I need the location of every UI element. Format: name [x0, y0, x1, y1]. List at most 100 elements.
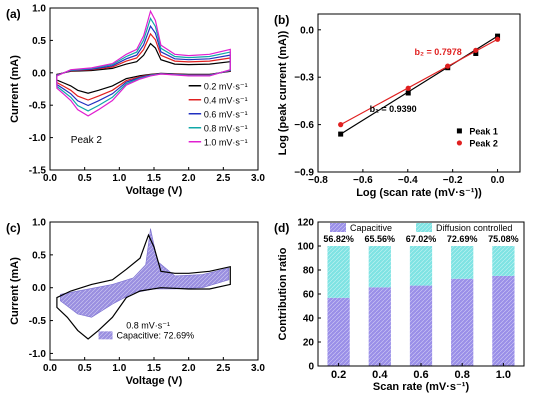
- legend-swatch-d: [416, 223, 432, 232]
- y-tick-label-b: −0.3: [294, 73, 314, 84]
- panel-label-c: (c): [6, 221, 21, 235]
- x-tick-label-c: 2.0: [182, 363, 196, 374]
- panel-label-b: (b): [274, 13, 289, 27]
- y-tick-label-d: 40: [303, 314, 315, 325]
- data-point-peak2: [473, 47, 479, 53]
- cv-outline: [56, 233, 231, 340]
- legend-label-a: 0.2 mV·s⁻¹: [204, 81, 248, 91]
- x-tick-label-d: 0.8: [455, 369, 470, 381]
- legend-label-b: Peak 2: [469, 138, 498, 148]
- cv-curve-4: [56, 9, 231, 117]
- y-tick-label-b: −0.9: [294, 168, 314, 179]
- legend-label-a: 0.4 mV·s⁻¹: [204, 95, 248, 105]
- x-tick-label-b: −0.2: [443, 175, 463, 186]
- x-tick-label-a: 2.0: [182, 173, 196, 184]
- annotation-peak1: Peak 1: [135, 0, 167, 3]
- y-tick-label-c: -1.0: [29, 349, 47, 360]
- x-tick-label-b: −0.4: [398, 175, 418, 186]
- y-tick-label-c: 0.0: [32, 283, 46, 294]
- x-tick-label-d: 0.6: [413, 369, 428, 381]
- x-axis-label-c: Voltage (V): [126, 375, 183, 387]
- x-tick-label-c: 0.0: [43, 363, 57, 374]
- data-point-peak1: [473, 51, 479, 56]
- x-tick-label-a: 0.5: [78, 173, 92, 184]
- y-tick-label-d: 60: [303, 290, 315, 301]
- y-tick-label-a: 1.0: [32, 4, 46, 15]
- legend-label-a: 0.8 mV·s⁻¹: [204, 123, 248, 133]
- y-tick-label-a: 0.5: [32, 36, 46, 47]
- y-tick-label-b: −0.6: [294, 120, 314, 131]
- data-point-peak2: [445, 63, 451, 69]
- fit-line-1: [340, 38, 498, 126]
- bar-data-label: 72.69%: [447, 234, 478, 244]
- y-tick-label-b: 0.0: [300, 25, 314, 36]
- bar-data-label: 56.82%: [323, 234, 354, 244]
- bar-diffusion: [368, 246, 391, 288]
- annotation-scan-rate: 0.8 mV·s⁻¹: [126, 320, 170, 330]
- x-axis-label-a: Voltage (V): [126, 185, 183, 197]
- legend-label-d: Capacitive: [350, 223, 392, 233]
- y-axis-label-a: Current (mA): [9, 55, 21, 123]
- capacitive-area: [60, 228, 230, 318]
- legend-label-b: Peak 1: [469, 126, 498, 136]
- y-tick-label-c: 1.0: [32, 218, 46, 229]
- legend-label-c: Capacitive: 72.69%: [117, 330, 195, 340]
- x-tick-label-a: 0.0: [43, 173, 57, 184]
- panel-label-a: (a): [6, 7, 21, 21]
- bar-diffusion: [409, 246, 433, 286]
- y-tick-label-d: 100: [297, 242, 314, 253]
- panel-label-d: (d): [274, 221, 289, 235]
- data-point-peak2: [405, 85, 411, 91]
- x-tick-label-d: 0.4: [372, 369, 388, 381]
- x-tick-label-c: 1.5: [147, 363, 161, 374]
- x-tick-label-b: −0.8: [308, 175, 328, 186]
- data-point-peak2: [338, 122, 344, 128]
- bar-capacitive: [492, 275, 515, 366]
- cv-curve-2: [56, 24, 231, 107]
- y-tick-label-c: -0.5: [29, 316, 47, 327]
- bar-capacitive: [451, 278, 474, 366]
- x-axis-label-b: Log (scan rate (mV·s⁻¹)): [356, 187, 482, 199]
- bar-diffusion: [492, 246, 515, 276]
- bar-diffusion: [327, 246, 350, 298]
- x-tick-label-a: 1.0: [112, 173, 126, 184]
- y-tick-label-d: 80: [303, 266, 315, 277]
- x-axis-label-d: Scan rate (mV·s⁻¹): [373, 381, 470, 393]
- x-tick-label-c: 2.5: [216, 363, 230, 374]
- bar-diffusion: [451, 246, 474, 279]
- y-axis-label-b: Log (peak current (mA)): [277, 30, 289, 155]
- y-tick-label-a: 0.0: [32, 68, 46, 79]
- y-tick-label-c: 0.5: [32, 250, 46, 261]
- y-tick-label-d: 0: [308, 362, 314, 373]
- x-tick-label-c: 0.5: [78, 363, 92, 374]
- x-tick-label-a: 1.5: [147, 173, 161, 184]
- bar-data-label: 67.02%: [406, 234, 437, 244]
- annotation-peak2: Peak 2: [71, 135, 103, 146]
- x-tick-label-c: 1.0: [112, 363, 126, 374]
- fit-label-b2: b₂ = 0.7978: [415, 47, 462, 57]
- x-tick-label-b: −0.6: [353, 175, 373, 186]
- y-tick-label-a: -1.5: [29, 166, 47, 177]
- y-axis-label-c: Current (mA): [9, 257, 21, 325]
- bar-capacitive: [409, 285, 433, 366]
- y-axis-label-d: Contribution ratio: [277, 247, 289, 340]
- y-tick-label-d: 120: [297, 218, 314, 229]
- data-point-peak1: [495, 33, 501, 39]
- x-tick-label-a: 3.0: [251, 173, 265, 184]
- data-point-peak2: [494, 36, 501, 42]
- legend-swatch-d: [330, 223, 346, 232]
- fit-label-b1: b₁ = 0.9390: [370, 104, 417, 114]
- x-tick-label-b: 0.0: [491, 175, 505, 186]
- legend-label-a: 1.0 mV·s⁻¹: [204, 137, 248, 147]
- x-tick-label-d: 1.0: [496, 369, 511, 381]
- bar-capacitive: [327, 297, 350, 366]
- plot-frame-b: [317, 13, 521, 173]
- bar-data-label: 65.56%: [365, 234, 396, 244]
- data-point-peak1: [338, 131, 344, 137]
- fit-line-0: [340, 35, 498, 135]
- bar-capacitive: [368, 287, 391, 366]
- legend-marker-b: [456, 140, 462, 146]
- y-tick-label-a: -0.5: [29, 101, 47, 112]
- x-tick-label-a: 2.5: [216, 173, 230, 184]
